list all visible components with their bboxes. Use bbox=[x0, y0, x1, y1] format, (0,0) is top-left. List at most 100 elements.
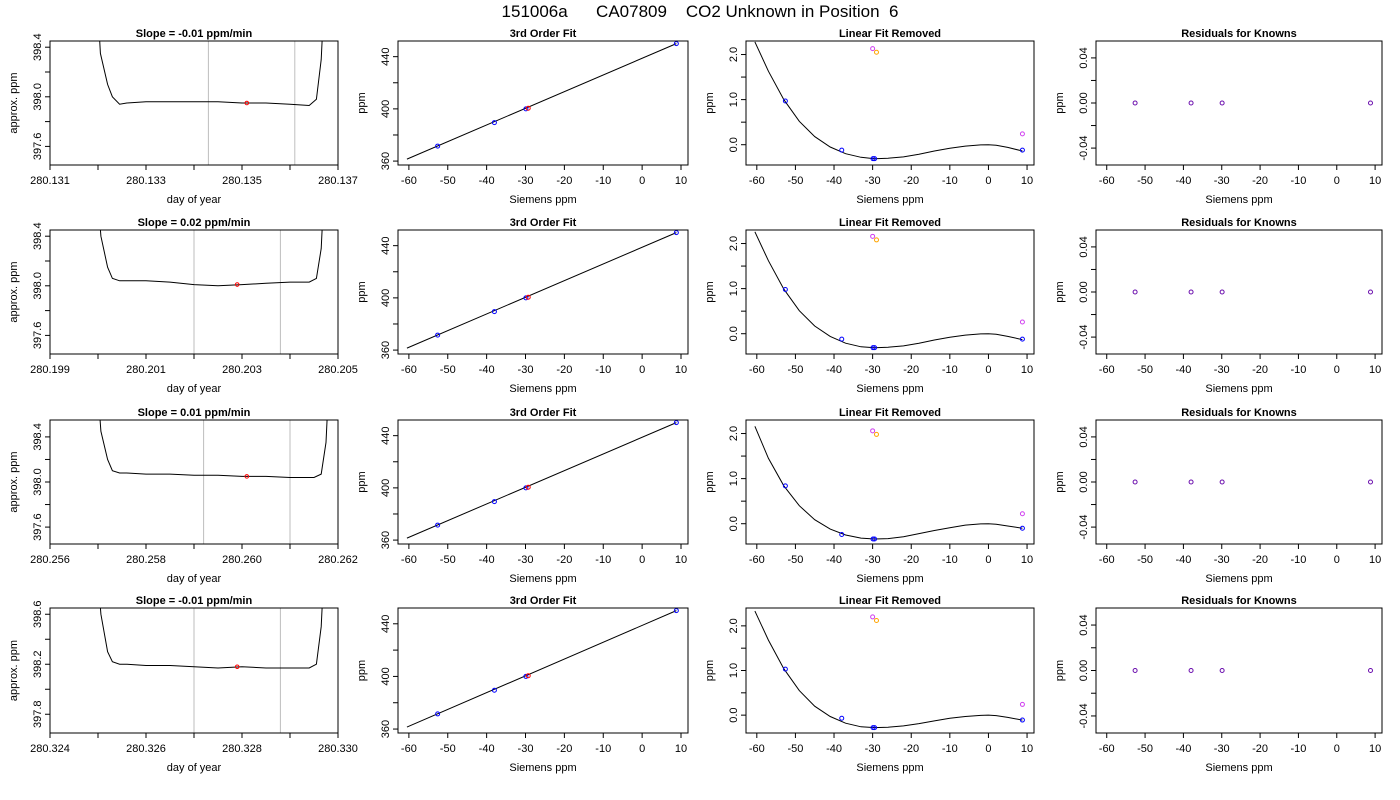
x-tick-label: -30 bbox=[1214, 175, 1230, 187]
unknown-point-violet bbox=[1019, 701, 1025, 707]
residual-point bbox=[1132, 668, 1138, 673]
y-tick-label: 440 bbox=[380, 426, 392, 444]
y-tick-label: 1.0 bbox=[728, 471, 740, 486]
panel-residuals-row3: Residuals for Knowns -60 -50 -40 -30 -20 -10 0 1… bbox=[1054, 407, 1383, 585]
x-tick-label: -30 bbox=[865, 364, 881, 376]
known-point bbox=[523, 106, 529, 112]
known-point bbox=[491, 309, 497, 315]
fit-line bbox=[406, 43, 677, 160]
x-tick-label: -30 bbox=[865, 554, 881, 566]
y-tick-label: 0.0 bbox=[728, 326, 740, 341]
known-point bbox=[872, 345, 878, 351]
x-tick-label: 10 bbox=[675, 554, 687, 566]
x-tick-label: -50 bbox=[440, 364, 456, 376]
x-axis-label: Siemens ppm bbox=[1205, 573, 1272, 585]
y-axis-label: ppm bbox=[1054, 281, 1066, 302]
plot-area bbox=[406, 230, 679, 349]
y-axis-label: ppm bbox=[704, 471, 716, 492]
x-tick-label: -40 bbox=[479, 175, 495, 187]
y-tick-label: 0.0 bbox=[728, 707, 740, 722]
y-tick-label: -0.04 bbox=[1078, 136, 1090, 161]
y-tick-label: 1.0 bbox=[728, 663, 740, 678]
plot-frame bbox=[745, 607, 1035, 734]
panel-residuals-row2: Residuals for Knowns -60 -50 -40 -30 -20 -10 0 1… bbox=[1054, 217, 1383, 395]
x-tick-label: -10 bbox=[1290, 554, 1306, 566]
x-tick-label: 10 bbox=[1369, 554, 1381, 566]
data-series-line bbox=[99, 41, 323, 107]
x-tick-label: -20 bbox=[556, 175, 572, 187]
unknown-point bbox=[525, 484, 531, 490]
panel-linear_removed-row4: Linear Fit Removed -60 -50 -40 -30 -20 -10 0 10 0… bbox=[704, 595, 1035, 774]
x-tick-label: 280.260 bbox=[222, 554, 262, 566]
x-tick-label: -10 bbox=[1290, 743, 1306, 755]
unknown-point-violet bbox=[870, 233, 876, 239]
x-tick-label: -40 bbox=[1175, 554, 1191, 566]
plot-frame bbox=[745, 40, 1035, 166]
y-tick-label: 398.6 bbox=[32, 600, 44, 628]
x-axis-label: Siemens ppm bbox=[509, 762, 576, 774]
data-series-line bbox=[99, 420, 328, 478]
x-tick-label: -40 bbox=[479, 364, 495, 376]
mean-point bbox=[244, 100, 250, 106]
x-tick-label: 280.328 bbox=[222, 743, 262, 755]
residual-point bbox=[1132, 100, 1138, 106]
unknown-point bbox=[525, 105, 531, 111]
y-axis-label: ppm bbox=[356, 92, 368, 113]
y-axis-label: ppm bbox=[356, 471, 368, 492]
x-tick-label: -10 bbox=[595, 364, 611, 376]
x-tick-label: -20 bbox=[556, 364, 572, 376]
known-point bbox=[1019, 336, 1025, 342]
plot-area bbox=[406, 420, 679, 539]
cubic-curve bbox=[754, 231, 1023, 349]
y-tick-label: 1.0 bbox=[728, 92, 740, 107]
known-point bbox=[870, 536, 876, 542]
known-point bbox=[491, 499, 497, 505]
panel-fit-row2: 3rd Order Fit -60 -50 -40 -30 -20 -10 0 10 360 400… bbox=[356, 217, 689, 395]
y-tick-label: -0.04 bbox=[1078, 515, 1090, 540]
x-tick-label: -20 bbox=[1252, 364, 1268, 376]
known-point bbox=[839, 147, 845, 153]
plot-frame bbox=[1095, 229, 1383, 355]
x-tick-label: -40 bbox=[479, 743, 495, 755]
y-tick-label: 0.04 bbox=[1078, 614, 1090, 635]
x-tick-label: -40 bbox=[826, 175, 842, 187]
figure-title: 151006a CA07809 CO2 Unknown in Position … bbox=[501, 2, 899, 21]
y-tick-label: 2.0 bbox=[728, 47, 740, 62]
x-axis-label: Siemens ppm bbox=[856, 573, 923, 585]
x-tick-label: -30 bbox=[518, 743, 534, 755]
x-tick-label: -60 bbox=[749, 175, 765, 187]
panel-title: Slope = 0.01 ppm/min bbox=[138, 407, 251, 419]
known-point bbox=[839, 532, 845, 538]
y-axis-label: approx. ppm bbox=[8, 640, 20, 701]
x-tick-label: 280.203 bbox=[222, 364, 262, 376]
x-tick-label: -50 bbox=[1137, 743, 1153, 755]
mean-point bbox=[234, 664, 240, 670]
y-tick-label: -0.04 bbox=[1078, 325, 1090, 350]
x-tick-label: 280.131 bbox=[30, 175, 70, 187]
panel-title: Slope = -0.01 ppm/min bbox=[136, 595, 253, 607]
known-point bbox=[523, 673, 529, 679]
residual-point bbox=[1188, 289, 1194, 295]
plot-area bbox=[754, 426, 1025, 542]
x-axis-label: day of year bbox=[167, 573, 222, 585]
x-tick-label: 280.133 bbox=[126, 175, 166, 187]
x-tick-label: -50 bbox=[1137, 554, 1153, 566]
plot-frame bbox=[397, 229, 689, 355]
y-tick-label: 398.4 bbox=[32, 423, 44, 451]
data-series-line bbox=[99, 230, 323, 287]
x-tick-label: 280.256 bbox=[30, 554, 70, 566]
y-tick-label: 0.04 bbox=[1078, 47, 1090, 68]
unknown-point bbox=[525, 294, 531, 300]
x-tick-label: -40 bbox=[826, 743, 842, 755]
fit-line bbox=[406, 610, 677, 728]
x-axis-label: Siemens ppm bbox=[1205, 383, 1272, 395]
x-axis-label: day of year bbox=[167, 194, 222, 206]
y-tick-label: 398.0 bbox=[32, 83, 44, 111]
x-tick-label: 10 bbox=[675, 364, 687, 376]
x-axis-label: Siemens ppm bbox=[1205, 194, 1272, 206]
cubic-curve bbox=[754, 426, 1023, 540]
y-tick-label: 0.04 bbox=[1078, 236, 1090, 257]
known-point bbox=[673, 608, 679, 614]
x-tick-label: -10 bbox=[1290, 175, 1306, 187]
plot-area bbox=[1132, 668, 1373, 673]
